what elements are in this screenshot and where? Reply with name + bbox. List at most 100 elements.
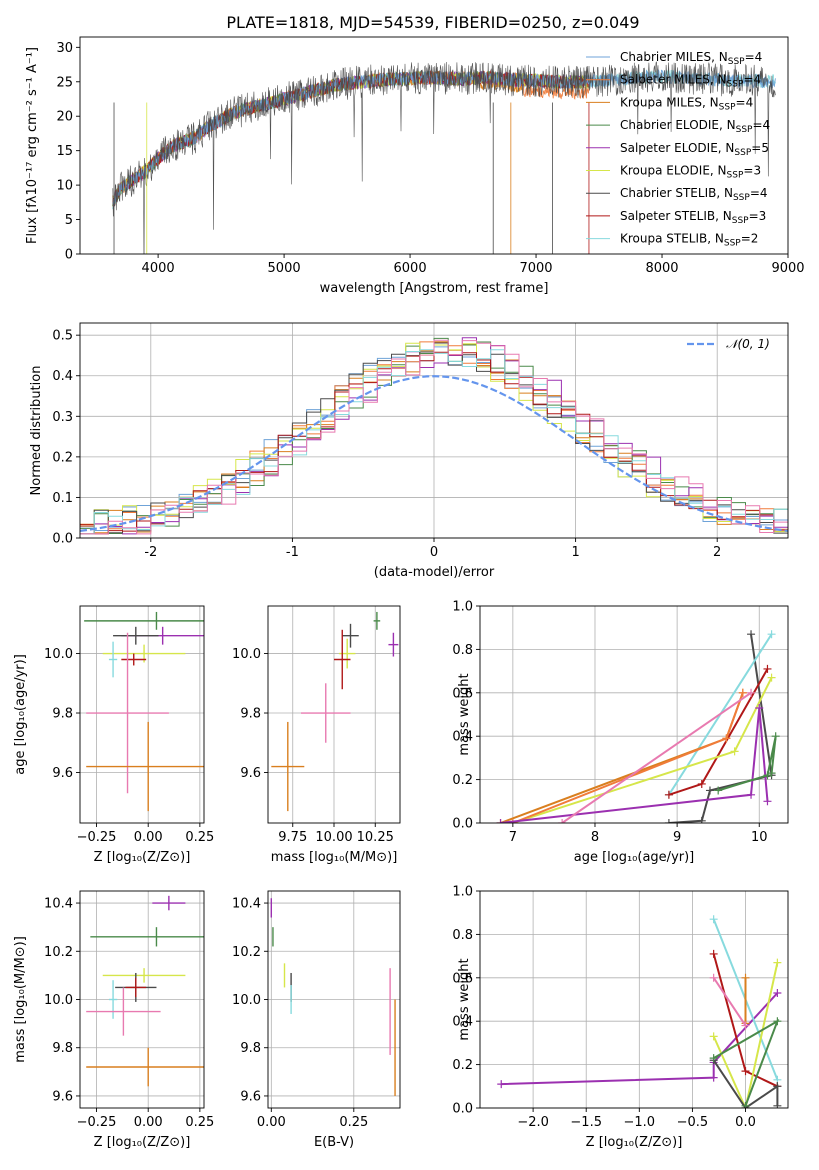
plot-area: [497, 915, 782, 1108]
y-tick-label: 10: [56, 179, 73, 194]
y-tick-label: 0: [65, 248, 73, 263]
x-tick-label: 4000: [142, 261, 175, 276]
weight-marker: [709, 1054, 718, 1063]
legend-suffix: =4: [736, 95, 754, 109]
x-tick-label: 0.25: [185, 830, 214, 845]
legend-entry: Chabrier ELODIE, NSSP=4: [620, 118, 770, 135]
legend-label: Salpeter STELIB, N: [620, 209, 732, 223]
legend-suffix: =5: [751, 141, 769, 155]
weight-marker: [773, 1082, 782, 1091]
y-axis-label: age [log₁₀(age/yr)]: [13, 654, 28, 775]
legend-subscript: SSP: [727, 171, 744, 181]
y-tick-label: 9.8: [240, 707, 261, 722]
y-tick-label: 9.8: [240, 1041, 261, 1056]
y-tick-label: 0.4: [452, 1015, 473, 1030]
y-tick-label: 5: [65, 213, 73, 228]
legend-entry: Chabrier STELIB, NSSP=4: [620, 186, 768, 203]
weight-vs-age-panel: 7 8 9 10 0.0 0.2 0.4 0.6 0.8 1.0 age [log₁₀(age/yr…: [452, 600, 789, 865]
x-tick-label: 0.00: [134, 830, 163, 845]
legend-subscript: SSP: [736, 125, 753, 135]
y-tick-label: 10.0: [44, 647, 73, 662]
y-tick-label: 0.0: [452, 1102, 473, 1117]
legend-entry: Kroupa ELODIE, NSSP=3: [620, 164, 761, 181]
legend-subscript: SSP: [728, 57, 745, 67]
y-tick-label: 0.6: [452, 686, 473, 701]
legend-suffix: =2: [741, 232, 759, 246]
weight-marker: [697, 779, 706, 788]
y-tick-label: 10.2: [232, 945, 261, 960]
histogram-series-c8: [80, 351, 788, 535]
y-tick-label: 0.8: [452, 643, 473, 658]
weight-marker: [763, 664, 772, 673]
plot-area: [270, 898, 396, 1096]
y-tick-label: 9.6: [52, 766, 73, 781]
gaussian-legend-label: 𝒩(0, 1): [726, 337, 770, 351]
weight-marker: [747, 790, 756, 799]
x-axis-label: age [log₁₀(age/yr)]: [574, 850, 695, 865]
y-tick-label: 10.0: [232, 993, 261, 1008]
grid-lines: [80, 891, 204, 1108]
legend-subscript: SSP: [733, 193, 750, 203]
x-tick-label: 0.00: [134, 1115, 163, 1130]
x-tick-label: −1.5: [570, 1115, 602, 1130]
y-tick-label: 10.0: [232, 647, 261, 662]
x-tick-label: 10.00: [315, 830, 352, 845]
plot-area: [80, 337, 788, 535]
weight-line-c7: [668, 634, 773, 823]
x-axis-label: (data-model)/error: [374, 565, 495, 580]
weight-marker: [709, 973, 718, 982]
y-tick-label: 0.0: [52, 532, 73, 547]
legend-entry: Salpeter ELODIE, NSSP=5: [620, 141, 769, 158]
age-vs-mass-panel: 9.75 10.00 10.25 9.6 9.8 10.0 mass [log₁₀(M/M⊙…: [232, 605, 401, 865]
histogram-series-pink: [80, 339, 788, 535]
weight-marker: [508, 819, 517, 823]
y-tick-label: 0.6: [452, 971, 473, 986]
y-axis-label: mass weight: [457, 673, 472, 755]
x-tick-label: 7: [509, 830, 517, 845]
weight-marker: [747, 688, 756, 697]
gaussian-curve: [80, 375, 788, 532]
y-tick-label: 30: [56, 41, 73, 56]
weight-line-c7: [712, 1059, 779, 1108]
x-tick-label: 1: [571, 545, 579, 560]
x-tick-label: 0.25: [185, 1115, 214, 1130]
grid-lines: [268, 606, 400, 823]
y-tick-label: 9.6: [240, 1089, 261, 1104]
weight-marker: [763, 797, 772, 806]
y-tick-label: 10.4: [232, 897, 261, 912]
legend-entry: Kroupa MILES, NSSP=4: [620, 95, 753, 112]
weight-marker: [755, 703, 764, 712]
y-tick-label: 1.0: [452, 600, 473, 615]
y-tick-label: 20: [56, 110, 73, 125]
grid-lines: [80, 606, 204, 823]
weight-marker: [496, 819, 505, 823]
y-tick-label: 10.0: [44, 993, 73, 1008]
legend-suffix: =3: [743, 164, 761, 178]
y-tick-label: 0.2: [452, 1058, 473, 1073]
grid-lines: [480, 890, 788, 1109]
legend-subscript: SSP: [732, 216, 749, 226]
legend-label: Chabrier ELODIE, N: [620, 118, 736, 132]
weight-marker: [773, 958, 782, 967]
x-tick-label: 9.75: [278, 830, 307, 845]
weight-marker: [738, 688, 747, 697]
weight-line-c4: [717, 735, 777, 792]
weight-marker: [773, 988, 782, 997]
weight-line-c5: [500, 707, 769, 823]
mass-vs-metallicity-panel: −0.25 0.00 0.25 9.6 9.8 10.0 10.2 10.4 Z [log₁₀(…: [13, 890, 214, 1150]
weight-marker: [763, 771, 772, 780]
axes-frame: [267, 890, 401, 1109]
weight-marker: [741, 1101, 750, 1108]
y-axis-label: mass [log₁₀(M/M⊙)]: [13, 936, 28, 1063]
y-tick-label: 1.0: [452, 885, 473, 900]
axes-frame: [79, 322, 789, 539]
weight-marker: [747, 630, 756, 639]
y-axis-label: Flux [fλ10⁻¹⁷ erg cm⁻² s⁻¹ A⁻¹]: [25, 47, 40, 244]
weight-line-pink: [561, 691, 752, 823]
residuals-panel: -2 -1 0 1 2 0.0 0.1 0.2 0.3 0.4 0.5 (data-model)/er…: [29, 322, 789, 580]
weight-line-c6: [512, 677, 773, 823]
legend-entry: Kroupa STELIB, NSSP=2: [620, 232, 758, 249]
y-tick-label: 0.4: [52, 369, 73, 384]
x-tick-label: 9: [673, 830, 681, 845]
x-tick-label: 10: [751, 830, 768, 845]
